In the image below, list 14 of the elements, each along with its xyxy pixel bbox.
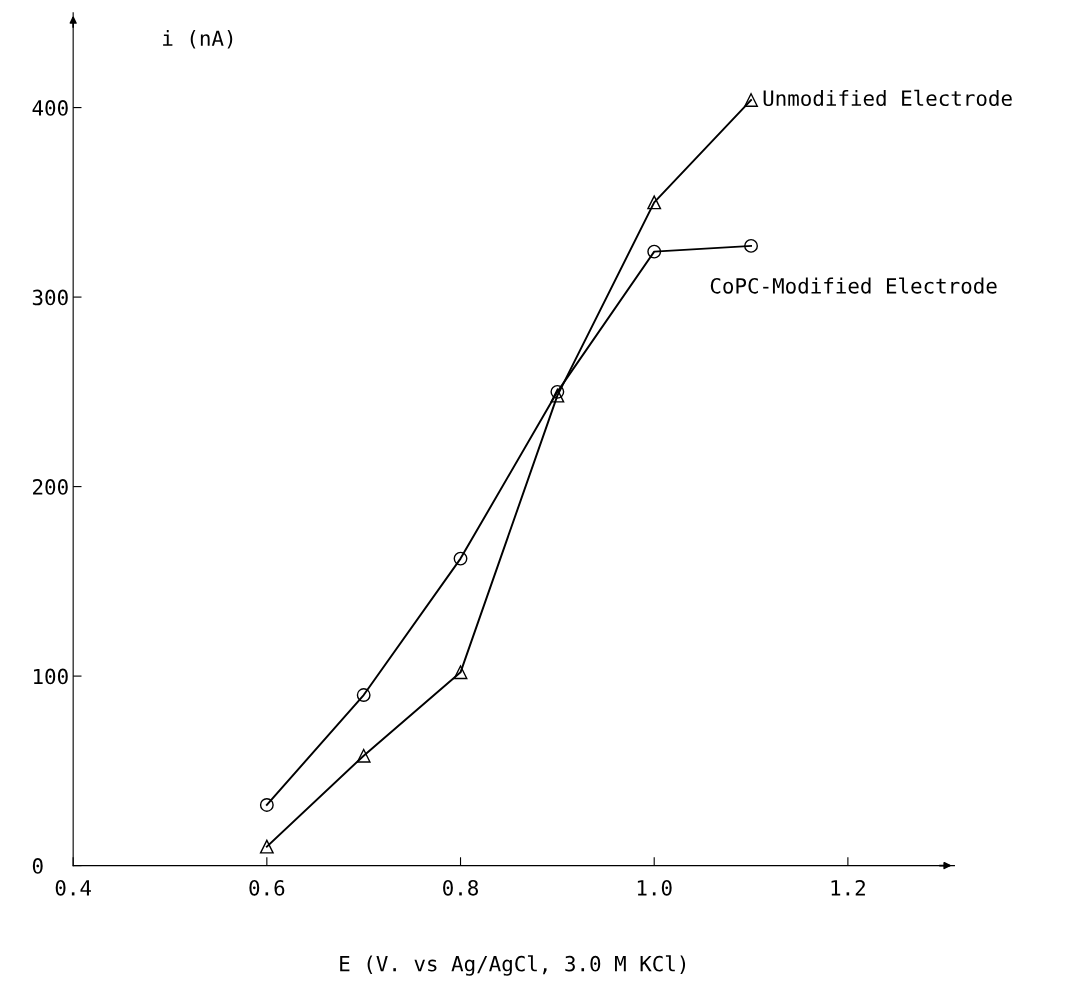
x-tick-label: 1.0 <box>637 879 672 896</box>
x-axis-title: E (V. vs Ag/AgCl, 3.0 M KCl) <box>340 955 686 976</box>
x-tick-label: 1.2 <box>831 879 865 896</box>
y-tick-label: 200 <box>33 479 68 495</box>
x-tick-label: 0.6 <box>249 879 285 896</box>
y-tick-label: 400 <box>32 100 68 116</box>
series-label: Unmodified Electrode <box>763 89 1012 107</box>
y-tick-label: 0 <box>32 858 43 874</box>
y-tick-label: 300 <box>32 289 68 306</box>
y-tick-label: 100 <box>34 668 68 685</box>
series-label: CoPC-Modified Electrode <box>710 277 997 294</box>
y-axis-title: i (nA) <box>163 30 233 49</box>
x-tick-label: 0.4 <box>55 879 91 896</box>
x-tick-label: 0.8 <box>443 879 479 896</box>
